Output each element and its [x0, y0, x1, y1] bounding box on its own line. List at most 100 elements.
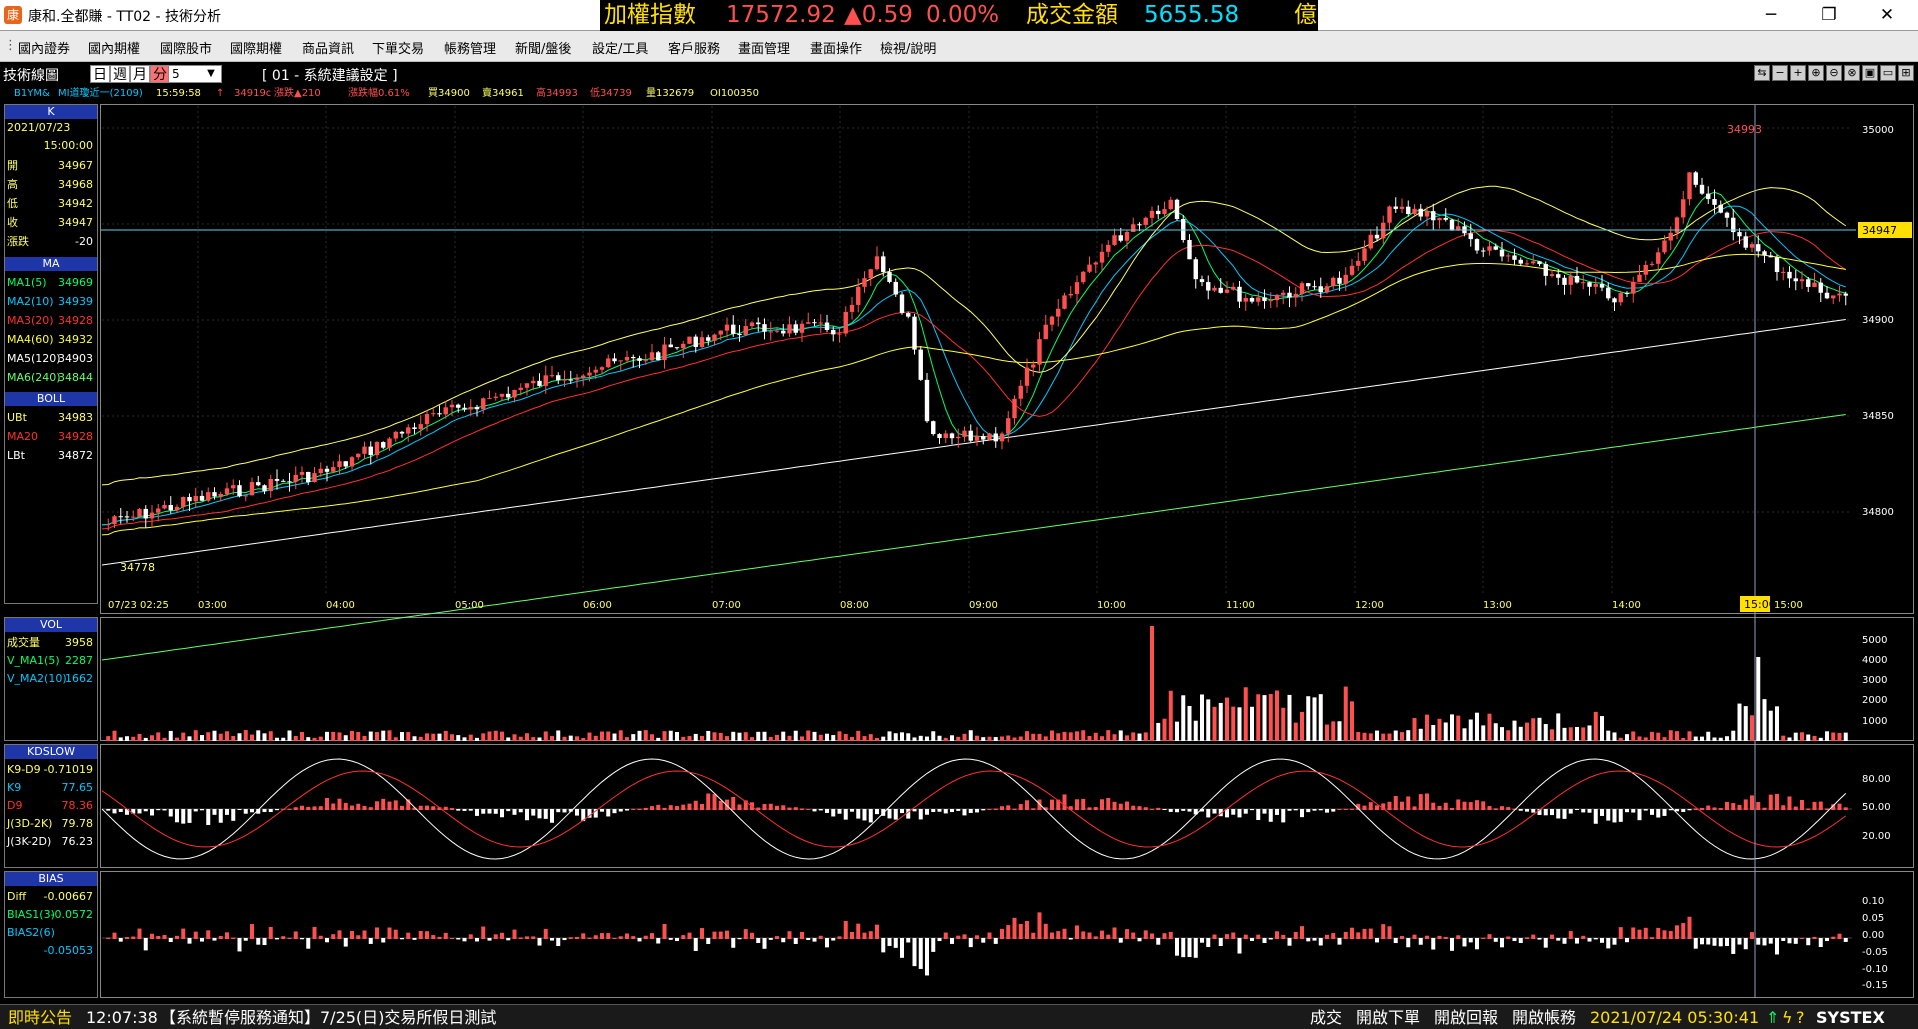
vol-tick-1000: 1000: [1862, 716, 1887, 727]
save-icon[interactable]: ▣: [1862, 65, 1878, 81]
kd-bar: [1450, 807, 1454, 810]
kd-chart-frame[interactable]: [100, 744, 1914, 868]
bias-bar: [1393, 938, 1398, 944]
volume-bar: [362, 735, 367, 741]
kd-bar: [550, 809, 554, 823]
window-icon[interactable]: ▭: [1880, 65, 1896, 81]
candle-body: [974, 435, 980, 441]
volume-bar: [800, 736, 804, 741]
price-tick-34800: 34800: [1862, 507, 1894, 518]
period-week-button[interactable]: 週: [110, 65, 130, 83]
trades-link[interactable]: 成交: [1310, 1008, 1343, 1027]
kd-histogram: [101, 758, 1848, 860]
kd-bar: [1593, 809, 1598, 824]
kd-panel-title: KDSLOW: [5, 745, 97, 759]
help-icon[interactable]: ?: [1796, 1008, 1805, 1027]
chevron-down-icon[interactable]: ▼: [207, 68, 215, 79]
menu-intl-futures[interactable]: 國際期權: [230, 42, 283, 57]
close-button[interactable]: ✕: [1879, 5, 1895, 25]
candle-body: [737, 333, 742, 336]
minimize-button[interactable]: ─: [1765, 5, 1777, 25]
volume-bar: [812, 731, 817, 741]
candle-body: [1468, 233, 1473, 240]
volume-bar: [1562, 727, 1567, 741]
bias-chart-frame[interactable]: [100, 871, 1914, 998]
volume-bar: [487, 731, 492, 741]
volume-bar: [712, 732, 717, 741]
candle-body: [424, 414, 430, 425]
kd-diff-row: K9-D9 -0.71019: [7, 763, 93, 776]
bias-bar: [275, 938, 279, 940]
volume-bar: [231, 735, 236, 741]
magnify-reset-icon[interactable]: ⊗: [1844, 65, 1860, 81]
layout-icon[interactable]: ⊞: [1898, 65, 1914, 81]
bias-bar: [1700, 938, 1704, 945]
candle-body: [1331, 277, 1336, 287]
menu-settings-tools[interactable]: 設定/工具: [592, 42, 649, 57]
ma6-line: [101, 414, 1846, 661]
menu-domestic-futures[interactable]: 國內期權: [88, 42, 141, 57]
menu-order-trading[interactable]: 下單交易: [372, 42, 425, 57]
menu-news[interactable]: 新聞/盤後: [515, 42, 572, 57]
menu-product-info[interactable]: 商品資訊: [302, 42, 355, 57]
menu-view-help[interactable]: 檢視/說明: [880, 42, 937, 57]
volume-bar: [887, 731, 892, 741]
kd-bar: [1781, 805, 1786, 810]
candle-body: [393, 431, 398, 439]
volume-bar: [687, 736, 692, 741]
link-icon[interactable]: ⇆: [1754, 65, 1770, 81]
menu-intl-stocks[interactable]: 國際股市: [160, 42, 213, 57]
candle-body: [1149, 210, 1155, 218]
kd-bar: [1306, 809, 1311, 813]
kd-tick-80: 80.00: [1862, 774, 1891, 785]
bias-info-panel: BIAS Diff -0.00667 BIAS1(3) -0.0572 BIAS2(…: [4, 871, 98, 998]
volume-bar: [1037, 733, 1042, 741]
volume-bar: [1268, 694, 1273, 741]
zoom-in-icon[interactable]: +: [1790, 65, 1806, 81]
kd-bar: [593, 809, 598, 818]
candle-body: [1812, 282, 1817, 287]
bias-bar: [1487, 934, 1492, 939]
bias-bar: [893, 938, 898, 948]
volume-bar: [925, 736, 929, 741]
magnify-minus-icon[interactable]: ⊖: [1826, 65, 1842, 81]
period-day-button[interactable]: 日: [90, 65, 110, 83]
open-account-link[interactable]: 開啟帳務: [1512, 1008, 1577, 1027]
indicator-settings-label[interactable]: [ 01 - 系統建議設定 ]: [262, 68, 398, 84]
kd-bar: [331, 803, 336, 810]
menu-domestic-securities[interactable]: 國內證券: [18, 42, 71, 57]
menu-account-management[interactable]: 帳務管理: [444, 42, 497, 57]
period-minute-button[interactable]: 分: [150, 65, 170, 83]
magnify-plus-icon[interactable]: ⊕: [1808, 65, 1824, 81]
menu-screen-operation[interactable]: 畫面操作: [810, 42, 863, 57]
current-price-tag-label: 34947: [1862, 224, 1897, 237]
candle-body: [1737, 232, 1742, 237]
open-order-link[interactable]: 開啟下單: [1356, 1008, 1421, 1027]
candle-body: [774, 330, 780, 332]
menu-screen-management[interactable]: 畫面管理: [738, 42, 791, 57]
volume-bar: [1637, 736, 1642, 741]
bias-bar: [1125, 929, 1129, 939]
price-chart-frame[interactable]: [100, 104, 1914, 614]
announcement-label[interactable]: 即時公告: [8, 1008, 73, 1027]
kd-bar: [1137, 806, 1142, 810]
candle-body: [1743, 236, 1748, 248]
candle-body: [949, 433, 955, 439]
announcement-text[interactable]: 【系統暫停服務通知】7/25(日)交易所假日測試: [160, 1008, 497, 1027]
quote-sell: 賣34961: [482, 88, 524, 99]
kd-bar: [1112, 801, 1117, 810]
period-month-button[interactable]: 月: [130, 65, 150, 83]
candle-body: [1781, 271, 1786, 273]
menu-customer-service[interactable]: 客戶服務: [668, 42, 721, 57]
restore-button[interactable]: ❐: [1821, 5, 1837, 25]
kd-bar: [143, 809, 148, 812]
kd-bar: [543, 809, 548, 819]
bias-bar: [1431, 938, 1436, 950]
period-value-input[interactable]: 5: [168, 65, 222, 83]
bias-bar: [812, 938, 817, 942]
bias-bar: [1825, 938, 1829, 942]
candle-body: [1187, 239, 1192, 260]
zoom-out-icon[interactable]: −: [1772, 65, 1788, 81]
open-report-link[interactable]: 開啟回報: [1434, 1008, 1499, 1027]
